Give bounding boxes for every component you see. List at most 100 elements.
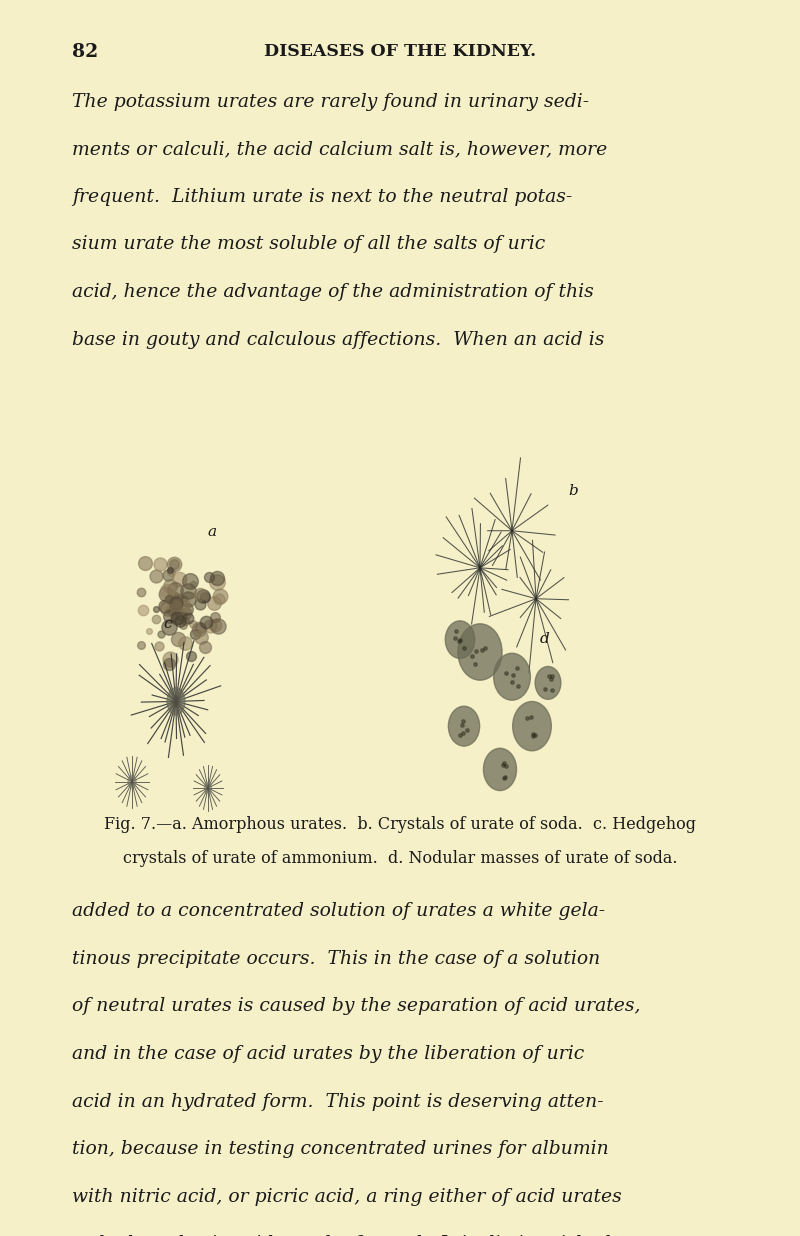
Point [196, 586, 209, 606]
Point [163, 560, 176, 580]
Point [457, 723, 470, 743]
Point [506, 671, 518, 691]
Text: d: d [540, 633, 550, 646]
Point [173, 606, 186, 625]
Point [161, 581, 174, 601]
Point [170, 593, 182, 613]
Point [208, 593, 221, 613]
Point [499, 664, 512, 684]
Point [181, 581, 194, 601]
Point [194, 618, 206, 638]
Text: base in gouty and calculous affections.  When an acid is: base in gouty and calculous affections. … [72, 330, 604, 349]
Point [458, 638, 470, 658]
Point [186, 614, 199, 634]
Point [165, 562, 178, 582]
Ellipse shape [458, 624, 502, 680]
Point [468, 654, 481, 674]
Point [174, 607, 187, 627]
Point [181, 598, 194, 618]
Point [168, 555, 181, 575]
Point [498, 766, 511, 786]
Point [178, 633, 191, 653]
Point [163, 607, 176, 627]
Point [545, 669, 558, 688]
Text: b: b [568, 483, 578, 498]
Circle shape [128, 775, 136, 789]
Point [526, 726, 539, 745]
Point [497, 755, 510, 775]
Point [454, 630, 466, 650]
Text: c: c [164, 617, 172, 630]
Point [168, 590, 181, 609]
Point [170, 599, 183, 619]
Point [182, 608, 194, 628]
Point [173, 611, 186, 630]
Point [150, 566, 162, 586]
Point [460, 721, 473, 740]
Point [193, 619, 206, 639]
Point [542, 666, 555, 686]
Point [168, 597, 181, 617]
Point [209, 616, 222, 635]
Text: Fig. 7.—a. Amorphous urates.  b. Crystals of urate of soda.  c. Hedgehog: Fig. 7.—a. Amorphous urates. b. Crystals… [104, 816, 696, 833]
Point [166, 590, 179, 609]
Point [449, 628, 462, 648]
Text: acid in an hydrated form.  This point is deserving atten-: acid in an hydrated form. This point is … [72, 1093, 604, 1111]
Text: of neutral urates is caused by the separation of acid urates,: of neutral urates is caused by the separ… [72, 997, 641, 1016]
Point [454, 724, 466, 744]
Point [497, 753, 510, 772]
Point [528, 726, 541, 745]
Point [172, 569, 185, 588]
Point [204, 617, 217, 637]
Point [171, 629, 184, 649]
Point [171, 608, 184, 628]
Point [159, 596, 172, 616]
Point [163, 650, 176, 670]
Point [162, 565, 174, 585]
Text: DISEASES OF THE KIDNEY.: DISEASES OF THE KIDNEY. [264, 43, 536, 61]
Point [214, 586, 227, 606]
Point [211, 567, 224, 587]
Ellipse shape [483, 748, 517, 791]
Point [177, 614, 190, 634]
Point [158, 598, 171, 618]
Ellipse shape [448, 706, 480, 747]
Point [199, 612, 212, 632]
Text: tinous precipitate occurs.  This in the case of a solution: tinous precipitate occurs. This in the c… [72, 949, 600, 968]
Point [149, 609, 162, 629]
Text: 82: 82 [72, 43, 98, 62]
Point [198, 637, 211, 656]
Point [135, 635, 148, 655]
Text: a: a [207, 524, 216, 539]
Point [456, 711, 469, 730]
Text: ments or calculi, the acid calcium salt is, however, more: ments or calculi, the acid calcium salt … [72, 140, 607, 158]
Point [499, 756, 512, 776]
Point [162, 590, 175, 609]
Text: with nitric acid, or picric acid, a ring either of acid urates: with nitric acid, or picric acid, a ring… [72, 1188, 622, 1206]
Point [213, 590, 226, 609]
Point [452, 630, 465, 650]
Point [163, 617, 176, 637]
Point [211, 617, 224, 637]
Point [199, 587, 212, 607]
Point [189, 624, 202, 644]
Point [210, 572, 223, 592]
Point [153, 637, 166, 656]
Point [186, 574, 199, 593]
Point [143, 620, 156, 640]
Ellipse shape [535, 666, 561, 700]
Point [185, 646, 198, 666]
Point [184, 571, 197, 591]
Point [538, 680, 551, 700]
Point [164, 576, 177, 596]
Point [154, 554, 166, 574]
Point [170, 596, 182, 616]
Point [155, 624, 168, 644]
Point [137, 601, 150, 620]
Point [182, 590, 194, 609]
Text: added to a concentrated solution of urates a white gela-: added to a concentrated solution of urat… [72, 902, 605, 921]
Point [138, 554, 151, 574]
Point [168, 555, 181, 575]
Point [525, 707, 538, 727]
Point [178, 588, 190, 608]
